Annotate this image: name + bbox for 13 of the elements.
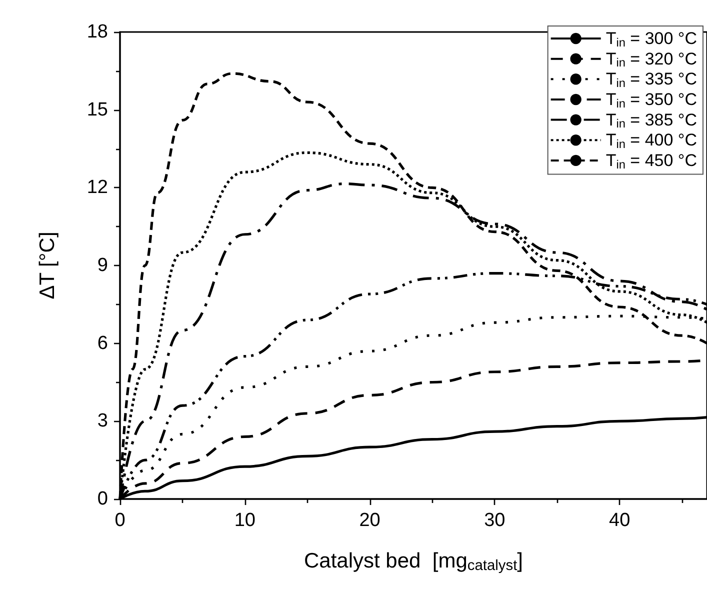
y-tick-label: 0 — [97, 488, 108, 510]
x-tick-label: 0 — [114, 510, 126, 531]
x-tick-label: 30 — [484, 510, 506, 531]
y-axis-title: ΔT [°C] — [36, 232, 59, 300]
y-tick-label: 15 — [86, 99, 108, 120]
x-tick-label: 10 — [234, 510, 256, 531]
y-tick-label: 18 — [86, 22, 108, 42]
y-tick-label: 9 — [97, 255, 108, 276]
y-tick-label: 3 — [97, 410, 108, 432]
y-tick-label: 12 — [86, 177, 108, 198]
x-tick-label: 40 — [609, 510, 630, 531]
x-tick-label: 20 — [359, 510, 380, 531]
y-tick-label: 6 — [97, 332, 108, 354]
